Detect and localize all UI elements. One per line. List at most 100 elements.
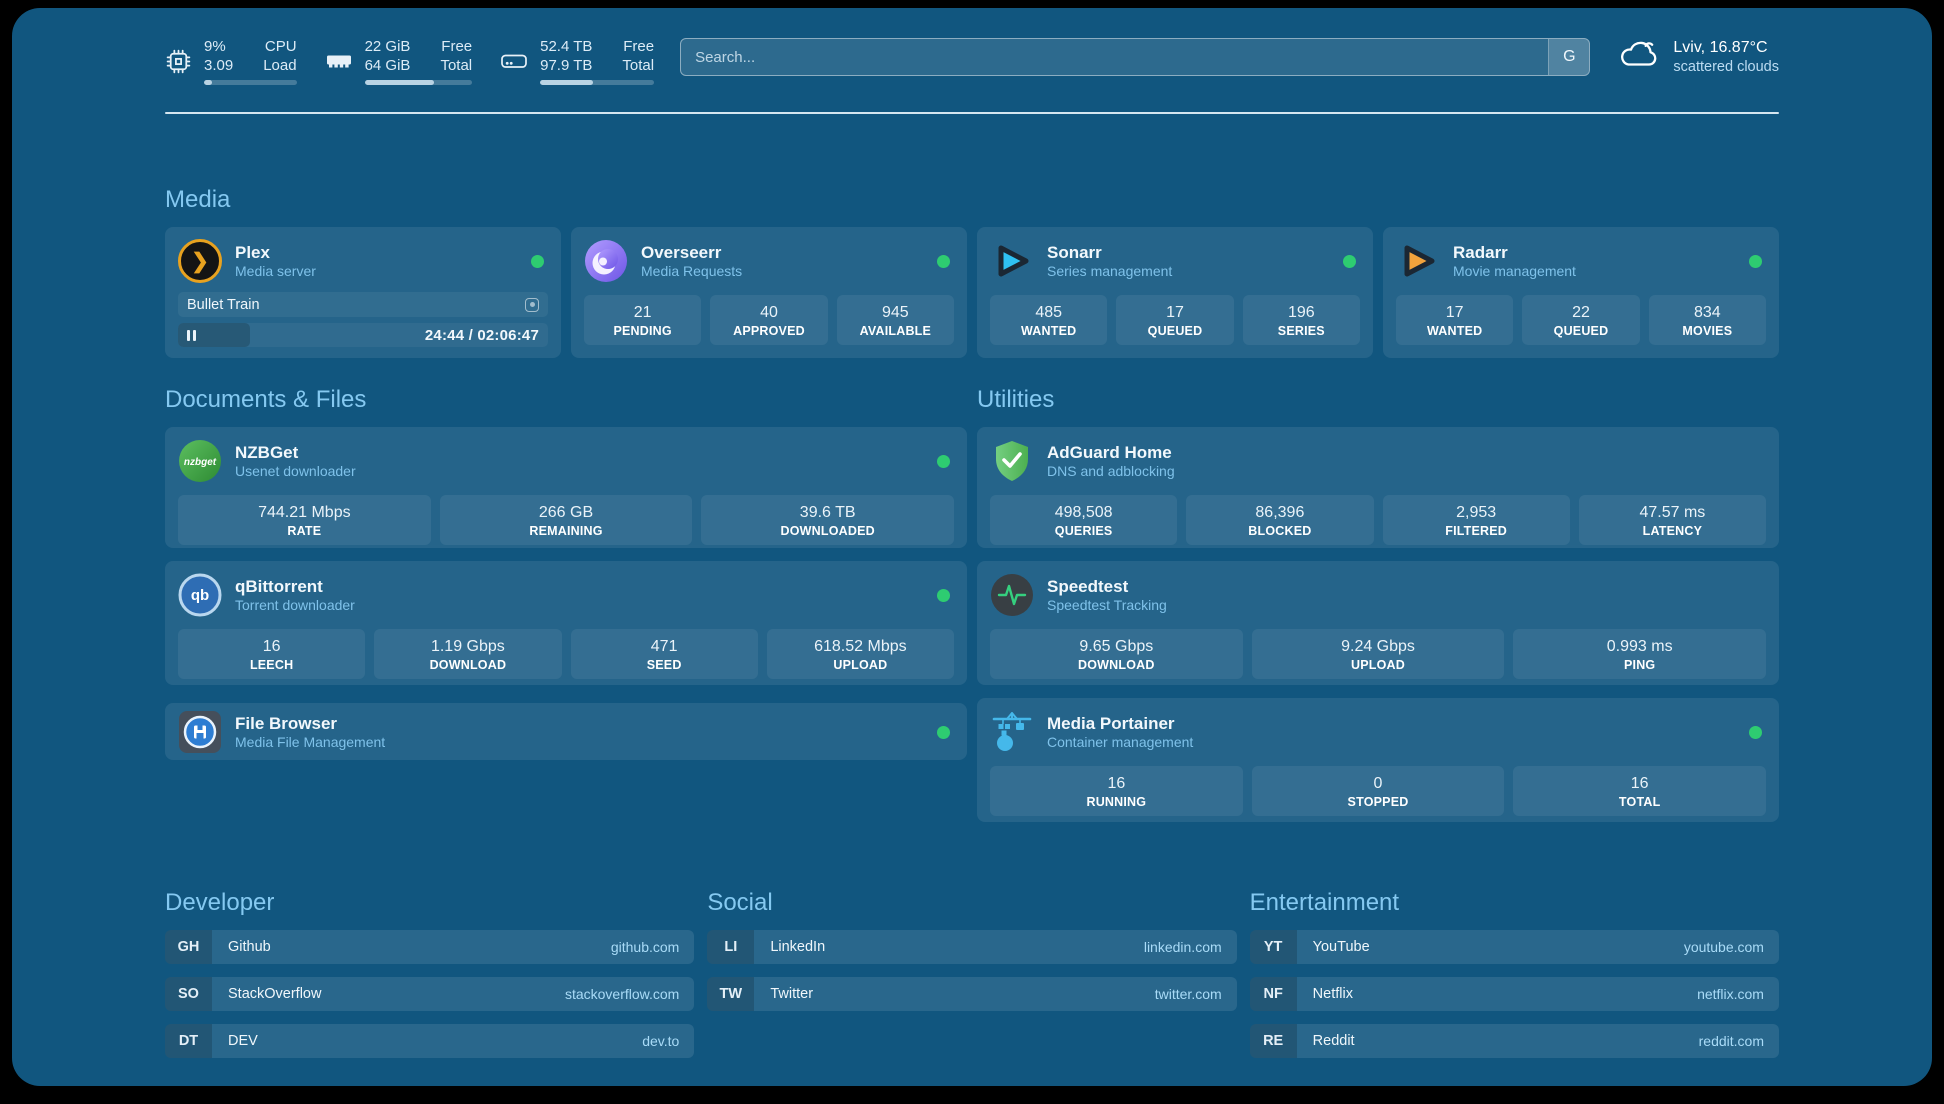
- bookmark-url: youtube.com: [1683, 939, 1764, 955]
- weather-widget: Lviv, 16.87°C scattered clouds: [1616, 37, 1779, 76]
- service-card-sonarr[interactable]: Sonarr Series management 485 WANTED 17 Q…: [977, 227, 1373, 358]
- bookmark-linkedin[interactable]: LI LinkedIn linkedin.com: [707, 930, 1237, 964]
- service-description: Media server: [235, 263, 316, 279]
- status-dot: [1343, 254, 1356, 268]
- bookmark-abbr: DT: [165, 1024, 212, 1058]
- bookmark-name: Github: [228, 939, 271, 955]
- bookmark-twitter[interactable]: TW Twitter twitter.com: [707, 977, 1237, 1011]
- bookmark-abbr: GH: [165, 930, 212, 964]
- service-card-overseerr[interactable]: Overseerr Media Requests 21 PENDING 40 A…: [571, 227, 967, 358]
- service-card-radarr[interactable]: Radarr Movie management 17 WANTED 22 QUE…: [1383, 227, 1779, 358]
- bookmark-name: Netflix: [1312, 986, 1353, 1002]
- stat-box-queued: 17 QUEUED: [1116, 295, 1234, 345]
- service-card-speedtest[interactable]: Speedtest Speedtest Tracking 9.65 Gbps D…: [977, 561, 1779, 685]
- stat-box-queued: 22 QUEUED: [1522, 295, 1640, 345]
- stat-box-rate: 744.21 Mbps RATE: [178, 495, 431, 545]
- svg-text:qb: qb: [191, 587, 209, 604]
- service-name: qBittorrent: [235, 577, 323, 596]
- stat-box-seed: 471 SEED: [570, 629, 758, 679]
- service-description: Media Requests: [641, 263, 743, 279]
- section-title-utilities: Utilities: [977, 386, 1055, 413]
- service-description: Movie management: [1453, 263, 1576, 279]
- disk-free-value: 52.4 TB: [540, 38, 593, 55]
- bookmark-reddit[interactable]: RE Reddit reddit.com: [1249, 1024, 1779, 1058]
- bookmark-abbr: SO: [165, 977, 212, 1011]
- section-title-documents: Documents & Files: [165, 386, 367, 413]
- cpu-stat: 9% CPU 3.09 Load: [165, 37, 297, 85]
- stat-box-ping: 0.993 ms PING: [1513, 629, 1767, 679]
- bookmark-stackoverflow[interactable]: SO StackOverflow stackoverflow.com: [165, 977, 695, 1011]
- service-name: Speedtest: [1047, 577, 1129, 596]
- stat-box-pending: 21 PENDING: [584, 295, 702, 345]
- stat-box-approved: 40 APPROVED: [710, 295, 828, 345]
- pause-icon[interactable]: [187, 329, 196, 341]
- disk-total-value: 97.9 TB: [540, 57, 593, 74]
- service-card-plex[interactable]: ❯ Plex Media server Bullet Train: [165, 227, 561, 358]
- ram-free-value: 22 GiB: [364, 38, 411, 55]
- stat-box-queries: 498,508 QUERIES: [990, 495, 1178, 545]
- bookmark-name: StackOverflow: [228, 986, 322, 1002]
- ram-icon: [325, 50, 353, 72]
- bookmark-group-developer: Developer GH Github github.com SO StackO…: [165, 889, 695, 1071]
- search-input[interactable]: [680, 38, 1591, 76]
- bookmark-dev[interactable]: DT DEV dev.to: [165, 1024, 695, 1058]
- svg-text:nzbget: nzbget: [184, 457, 217, 468]
- service-name: Radarr: [1453, 243, 1508, 262]
- bookmark-abbr: TW: [707, 977, 755, 1011]
- service-card-nzbget[interactable]: nzbget NZBGet Usenet downloader 744.21 M…: [165, 427, 967, 548]
- stat-box-blocked: 86,396 BLOCKED: [1186, 495, 1374, 545]
- bookmark-url: netflix.com: [1697, 986, 1764, 1002]
- status-dot: [1749, 254, 1762, 268]
- bookmark-abbr: YT: [1249, 930, 1297, 964]
- dashboard-page: 9% CPU 3.09 Load: [12, 8, 1932, 1086]
- stat-box-movies: 834 MOVIES: [1648, 295, 1766, 345]
- bookmark-github[interactable]: GH Github github.com: [165, 930, 695, 964]
- filebrowser-icon: [178, 710, 222, 754]
- section-media: Media ❯ Plex Media server: [165, 186, 1779, 358]
- cpu-progress-bar: [204, 80, 297, 85]
- stat-box-available: 945 AVAILABLE: [836, 295, 954, 345]
- stat-box-wanted: 17 WANTED: [1396, 295, 1514, 345]
- service-name: Overseerr: [641, 243, 722, 262]
- bookmark-group-entertainment: Entertainment YT YouTube youtube.com NF …: [1249, 889, 1779, 1071]
- bookmark-netflix[interactable]: NF Netflix netflix.com: [1249, 977, 1779, 1011]
- service-card-qbittorrent[interactable]: qb qBittorrent Torrent downloader 16 LEE…: [165, 561, 967, 685]
- stat-box-series: 196 SERIES: [1242, 295, 1360, 345]
- disk-icon: [500, 50, 528, 72]
- cpu-load-label: Load: [263, 57, 297, 74]
- ram-progress-bar: [364, 80, 473, 85]
- service-card-adguard[interactable]: AdGuard Home DNS and adblocking 498,508 …: [977, 427, 1779, 548]
- status-dot: [1749, 725, 1762, 739]
- sonarr-icon: [990, 239, 1034, 283]
- stat-box-downloaded: 39.6 TB DOWNLOADED: [701, 495, 955, 545]
- adguard-icon: [990, 439, 1034, 483]
- service-description: Series management: [1047, 263, 1173, 279]
- cpu-icon: [165, 48, 192, 75]
- bookmark-name: YouTube: [1312, 939, 1370, 955]
- cloud-icon: [1616, 38, 1660, 75]
- service-name: NZBGet: [235, 443, 299, 462]
- stat-box-total: 16 TOTAL: [1513, 766, 1767, 816]
- stat-box-latency: 47.57 ms LATENCY: [1578, 495, 1766, 545]
- bookmark-name: Reddit: [1312, 1033, 1355, 1049]
- qbittorrent-icon: qb: [178, 573, 222, 617]
- header-divider: [165, 112, 1779, 114]
- stat-box-leech: 16 LEECH: [178, 629, 366, 679]
- bookmark-youtube[interactable]: YT YouTube youtube.com: [1249, 930, 1779, 964]
- weather-location-temp: Lviv, 16.87°C: [1673, 39, 1768, 56]
- stat-box-download: 1.19 Gbps DOWNLOAD: [374, 629, 562, 679]
- service-card-portainer[interactable]: Media Portainer Container management 16 …: [977, 698, 1779, 822]
- stat-box-remaining: 266 GB REMAINING: [439, 495, 693, 545]
- service-card-filebrowser[interactable]: File Browser Media File Management: [165, 703, 967, 760]
- weather-condition: scattered clouds: [1673, 59, 1779, 75]
- cpu-usage-label: CPU: [264, 38, 297, 55]
- cpu-usage-value: 9%: [204, 38, 226, 55]
- service-name: Sonarr: [1047, 243, 1102, 262]
- ram-total-label: Total: [440, 57, 473, 74]
- status-dot: [937, 725, 950, 739]
- portainer-icon: [990, 710, 1034, 754]
- status-dot: [937, 588, 950, 602]
- search-provider-button[interactable]: G: [1548, 39, 1590, 75]
- bookmark-url: linkedin.com: [1143, 939, 1222, 955]
- service-description: Container management: [1047, 734, 1194, 750]
